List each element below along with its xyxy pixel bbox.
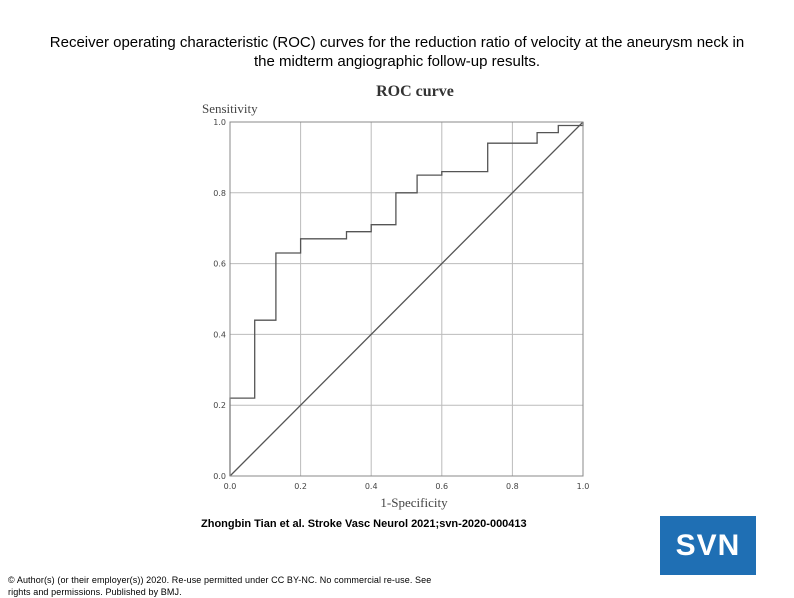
x-tick-label: 0.2 [294,482,307,491]
reference-diagonal-line [229,121,584,477]
x-tick-label: 0.6 [435,482,448,491]
copyright-notice: © Author(s) (or their employer(s)) 2020.… [8,575,432,597]
y-tick-label: 0.4 [213,330,226,339]
tick-labels: 0.0 0.2 0.4 0.6 0.8 1.0 0.0 0.2 0.4 0.6 0.8 1.0 [213,118,589,491]
slide-title: Receiver operating characteristic (ROC) … [49,34,745,70]
plot-frame [229,121,584,477]
series [229,121,584,477]
y-tick-label: 0.2 [213,401,226,410]
x-tick-label: 0.8 [506,482,519,491]
roc-curve-line [229,122,584,476]
citation: Zhongbin Tian et al. Stroke Vasc Neurol … [201,518,527,530]
x-tick-label: 1.0 [577,482,590,491]
chart-title: ROC curve [376,83,454,100]
y-tick-label: 0.0 [213,472,226,481]
y-tick-label: 0.6 [213,260,226,269]
y-tick-label: 1.0 [213,118,226,127]
x-tick-label: 0.4 [365,482,378,491]
roc-chart: ROC curve Sensitivity 1-Specificity 0.0 0… [202,83,589,510]
x-tick-label: 0.0 [224,482,237,491]
svn-logo: SVN [660,516,756,575]
y-axis-label: Sensitivity [202,101,258,116]
x-axis-label: 1-Specificity [380,495,448,510]
y-tick-label: 0.8 [213,189,226,198]
